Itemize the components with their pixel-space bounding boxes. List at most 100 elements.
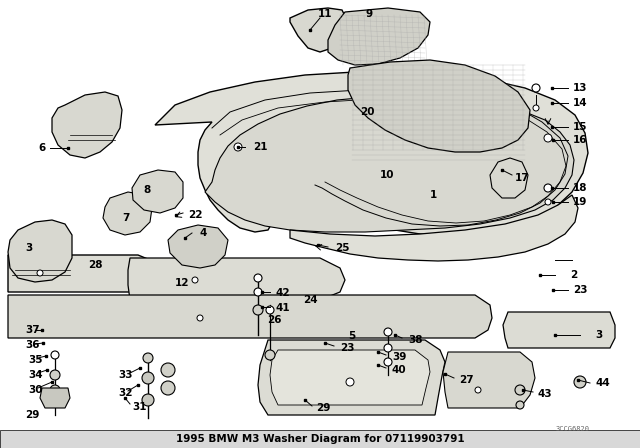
Circle shape	[384, 328, 392, 336]
Circle shape	[50, 370, 60, 380]
Text: 2: 2	[570, 270, 577, 280]
Circle shape	[254, 274, 262, 282]
Polygon shape	[155, 72, 588, 235]
Text: 43: 43	[538, 389, 552, 399]
Text: 20: 20	[360, 107, 374, 117]
Text: 5: 5	[348, 331, 355, 341]
Text: 19: 19	[573, 197, 588, 207]
Polygon shape	[168, 225, 228, 268]
Text: 32: 32	[118, 388, 132, 398]
Text: 7: 7	[122, 213, 129, 223]
Circle shape	[574, 376, 586, 388]
Text: 15: 15	[573, 122, 588, 132]
Circle shape	[384, 344, 392, 352]
Polygon shape	[490, 158, 528, 198]
Text: 35: 35	[28, 355, 42, 365]
Circle shape	[254, 288, 262, 296]
Polygon shape	[328, 8, 430, 65]
Text: 25: 25	[335, 243, 349, 253]
Circle shape	[475, 387, 481, 393]
Polygon shape	[128, 258, 345, 300]
Text: 3: 3	[595, 330, 602, 340]
Circle shape	[37, 270, 43, 276]
Text: 22: 22	[188, 210, 202, 220]
Text: 3: 3	[25, 243, 32, 253]
Polygon shape	[52, 92, 122, 158]
Circle shape	[50, 385, 60, 395]
Text: 17: 17	[515, 173, 530, 183]
Circle shape	[143, 353, 153, 363]
Text: 30: 30	[28, 385, 42, 395]
Text: 13: 13	[573, 83, 588, 93]
Text: 29: 29	[316, 403, 330, 413]
Text: 6: 6	[38, 143, 45, 153]
Text: 4: 4	[200, 228, 207, 238]
Text: 23: 23	[340, 343, 355, 353]
Polygon shape	[503, 312, 615, 348]
Text: 27: 27	[459, 375, 474, 385]
Text: 11: 11	[318, 9, 333, 19]
Text: 44: 44	[596, 378, 611, 388]
Polygon shape	[103, 192, 152, 235]
Bar	[0, 430, 640, 448]
Polygon shape	[132, 170, 183, 213]
Text: 1: 1	[430, 190, 437, 200]
Polygon shape	[348, 60, 530, 152]
Text: 8: 8	[143, 185, 150, 195]
Text: 1995 BMW M3 Washer Diagram for 07119903791: 1995 BMW M3 Washer Diagram for 071199037…	[176, 434, 464, 444]
Circle shape	[533, 105, 539, 111]
Circle shape	[253, 305, 263, 315]
Circle shape	[532, 84, 540, 92]
Text: 29: 29	[25, 410, 40, 420]
Circle shape	[384, 358, 392, 366]
Text: 42: 42	[276, 288, 291, 298]
Circle shape	[516, 401, 524, 409]
Circle shape	[142, 394, 154, 406]
Text: 16: 16	[573, 135, 588, 145]
Circle shape	[197, 315, 203, 321]
Text: 28: 28	[88, 260, 102, 270]
Circle shape	[161, 363, 175, 377]
Circle shape	[161, 381, 175, 395]
Text: 26: 26	[267, 315, 282, 325]
Circle shape	[234, 143, 242, 151]
Polygon shape	[290, 8, 348, 52]
Text: 24: 24	[303, 295, 317, 305]
Polygon shape	[40, 388, 70, 408]
Circle shape	[265, 350, 275, 360]
Text: 10: 10	[380, 170, 394, 180]
Text: 33: 33	[118, 370, 132, 380]
Text: 3CCG6820: 3CCG6820	[556, 426, 590, 432]
Text: 31: 31	[132, 402, 147, 412]
Text: 37: 37	[25, 325, 40, 335]
Polygon shape	[290, 195, 578, 261]
Text: 40: 40	[392, 365, 406, 375]
Text: 9: 9	[366, 9, 373, 19]
Text: 12: 12	[175, 278, 189, 288]
Circle shape	[545, 199, 551, 205]
Polygon shape	[443, 352, 535, 408]
Text: 23: 23	[573, 285, 588, 295]
Circle shape	[266, 306, 274, 314]
Circle shape	[192, 277, 198, 283]
Circle shape	[544, 184, 552, 192]
Polygon shape	[205, 96, 574, 232]
Text: 14: 14	[573, 98, 588, 108]
Polygon shape	[270, 350, 430, 405]
Text: 18: 18	[573, 183, 588, 193]
Polygon shape	[258, 340, 445, 415]
Text: 34: 34	[28, 370, 43, 380]
Text: 36: 36	[25, 340, 40, 350]
Polygon shape	[8, 255, 160, 292]
Text: 38: 38	[408, 335, 422, 345]
Circle shape	[346, 378, 354, 386]
Text: 41: 41	[276, 303, 291, 313]
Text: 39: 39	[392, 352, 406, 362]
Polygon shape	[8, 295, 492, 338]
Text: 21: 21	[253, 142, 268, 152]
Circle shape	[515, 385, 525, 395]
Circle shape	[142, 372, 154, 384]
Polygon shape	[8, 220, 72, 282]
Circle shape	[544, 134, 552, 142]
Circle shape	[51, 351, 59, 359]
